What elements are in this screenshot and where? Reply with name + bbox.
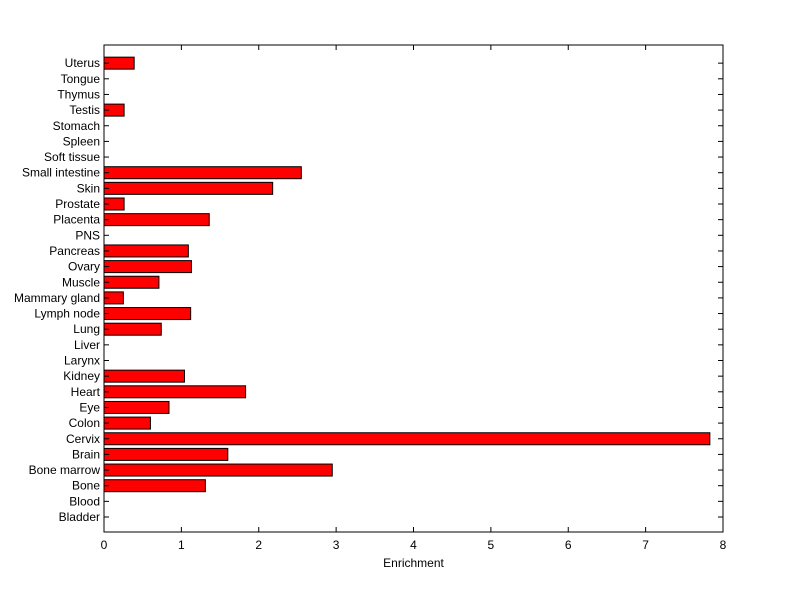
- bar-colon: [103, 416, 151, 430]
- category-label: Bone: [72, 479, 100, 493]
- category-label: Skin: [77, 181, 100, 195]
- category-label: Tongue: [61, 72, 101, 86]
- category-label: Uterus: [65, 56, 100, 70]
- plot-frame: [103, 44, 724, 533]
- x-tick-label: 8: [720, 538, 727, 552]
- category-label: Ovary: [68, 260, 100, 274]
- category-label: Liver: [74, 338, 100, 352]
- bar-bone: [103, 479, 206, 493]
- category-label: Eye: [79, 400, 100, 414]
- category-label: Lymph node: [34, 307, 100, 321]
- category-label: Kidney: [63, 369, 100, 383]
- category-label: Stomach: [53, 119, 100, 133]
- category-label: Mammary gland: [14, 291, 100, 305]
- bar-muscle: [103, 275, 160, 289]
- category-label: Pancreas: [49, 244, 100, 258]
- bar-lung: [103, 322, 162, 336]
- category-label: Larynx: [64, 354, 100, 368]
- x-tick-label: 3: [333, 538, 340, 552]
- category-label: Soft tissue: [44, 150, 100, 164]
- bar-pancreas: [103, 244, 189, 258]
- category-label: Small intestine: [22, 166, 100, 180]
- bar-cervix: [103, 432, 711, 446]
- category-label: Bladder: [59, 510, 100, 524]
- bar-bone-marrow: [103, 463, 333, 477]
- x-tick-label: 7: [642, 538, 649, 552]
- bar-lymph-node: [103, 307, 192, 321]
- category-label: Colon: [69, 416, 100, 430]
- bar-heart: [103, 385, 247, 399]
- x-tick-label: 4: [410, 538, 417, 552]
- category-label: Prostate: [55, 197, 100, 211]
- category-label: Bone marrow: [29, 463, 101, 477]
- bar-skin: [103, 181, 274, 195]
- bar-small-intestine: [103, 166, 302, 180]
- bar-eye: [103, 400, 170, 414]
- category-label: Lung: [73, 322, 100, 336]
- x-axis-label: Enrichment: [383, 556, 444, 570]
- category-label: Blood: [69, 494, 100, 508]
- x-tick-label: 5: [488, 538, 495, 552]
- x-tick-label: 6: [565, 538, 572, 552]
- category-label: Cervix: [66, 432, 100, 446]
- category-label: Brain: [72, 447, 100, 461]
- bar-kidney: [103, 369, 185, 383]
- category-label: Testis: [69, 103, 100, 117]
- bar-placenta: [103, 213, 210, 227]
- category-label: Spleen: [63, 134, 100, 148]
- category-label: Thymus: [57, 87, 100, 101]
- x-tick-label: 0: [101, 538, 108, 552]
- category-label: Heart: [71, 385, 101, 399]
- category-label: Muscle: [62, 275, 100, 289]
- category-label: PNS: [75, 228, 100, 242]
- x-tick-label: 1: [178, 538, 185, 552]
- bar-ovary: [103, 260, 192, 274]
- category-label: Placenta: [53, 213, 100, 227]
- bar-brain: [103, 447, 229, 461]
- x-tick-labels-group: 0 1 2 3 4 5 6 7 8: [101, 538, 727, 552]
- x-tick-label: 2: [255, 538, 262, 552]
